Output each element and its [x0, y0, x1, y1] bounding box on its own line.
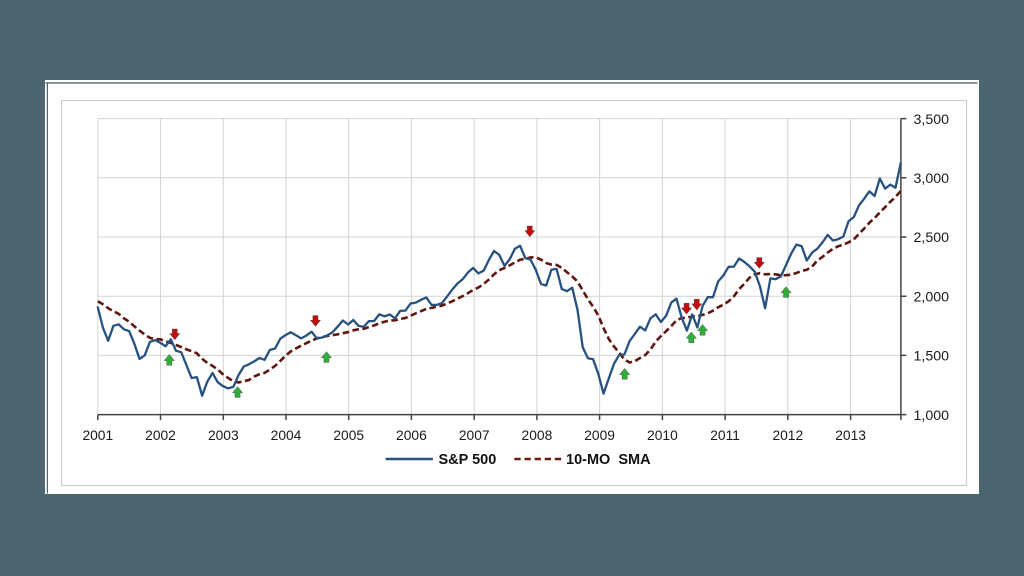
svg-text:2001: 2001 [82, 428, 113, 443]
svg-text:2003: 2003 [208, 428, 239, 443]
svg-text:10-MO SMA: 10-MO SMA [566, 452, 651, 468]
svg-text:1,000: 1,000 [914, 408, 950, 424]
svg-text:S&P 500: S&P 500 [439, 452, 497, 468]
svg-text:1,500: 1,500 [914, 349, 950, 365]
svg-text:2,500: 2,500 [914, 230, 950, 246]
svg-text:2010: 2010 [647, 428, 678, 443]
svg-text:2011: 2011 [710, 428, 740, 443]
svg-text:2007: 2007 [459, 428, 490, 443]
svg-text:2013: 2013 [835, 428, 866, 443]
svg-text:2006: 2006 [396, 428, 427, 443]
svg-text:2004: 2004 [271, 428, 302, 443]
svg-text:2002: 2002 [145, 428, 176, 443]
svg-text:2,000: 2,000 [914, 289, 950, 305]
svg-text:2012: 2012 [772, 428, 803, 443]
svg-text:3,000: 3,000 [914, 171, 950, 187]
svg-text:2005: 2005 [333, 428, 364, 443]
svg-text:2008: 2008 [522, 428, 553, 443]
svg-text:3,500: 3,500 [914, 112, 950, 128]
svg-text:2009: 2009 [584, 428, 615, 443]
